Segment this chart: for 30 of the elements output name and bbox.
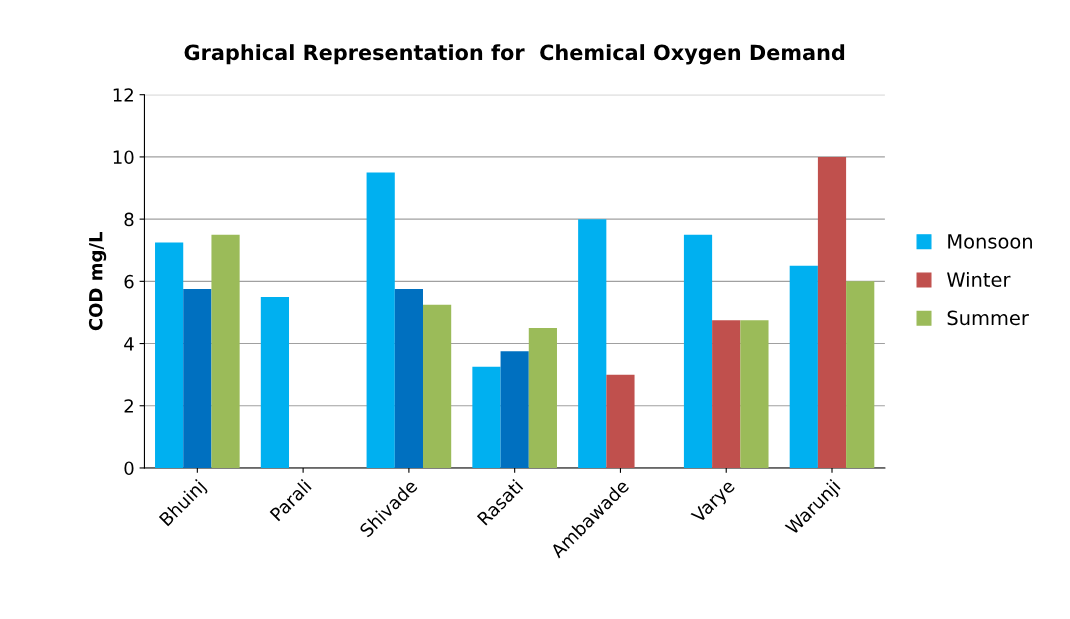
legend-label: Monsoon — [948, 234, 1032, 249]
bar — [817, 156, 847, 468]
bar — [472, 366, 501, 468]
y-axis-title: COD mg/L — [88, 231, 107, 331]
bar — [712, 320, 741, 468]
bar — [606, 374, 635, 468]
bar — [578, 219, 607, 468]
bar — [683, 234, 713, 468]
bar — [528, 327, 557, 468]
bar — [260, 296, 290, 468]
bar — [211, 234, 240, 468]
y-tick-label: 0 — [124, 461, 134, 476]
bar — [846, 281, 875, 468]
y-tick-label: 8 — [124, 212, 134, 227]
bar — [740, 320, 769, 468]
bar — [155, 242, 184, 468]
bar — [394, 289, 423, 468]
y-tick-label: 4 — [124, 337, 134, 351]
y-tick-label: 10 — [113, 150, 134, 165]
y-tick-label: 2 — [124, 399, 133, 413]
bar — [423, 304, 452, 468]
bar — [366, 172, 395, 468]
y-tick-label: 6 — [124, 274, 134, 289]
bar — [789, 265, 818, 468]
bar — [183, 289, 212, 468]
y-tick-label: 12 — [113, 88, 133, 102]
bar — [500, 351, 529, 468]
legend-label: Summer — [947, 310, 1029, 326]
legend-label: Winter — [947, 271, 1011, 287]
chart-title: Graphical Representation for Chemical Oxygen Demand — [184, 44, 845, 65]
